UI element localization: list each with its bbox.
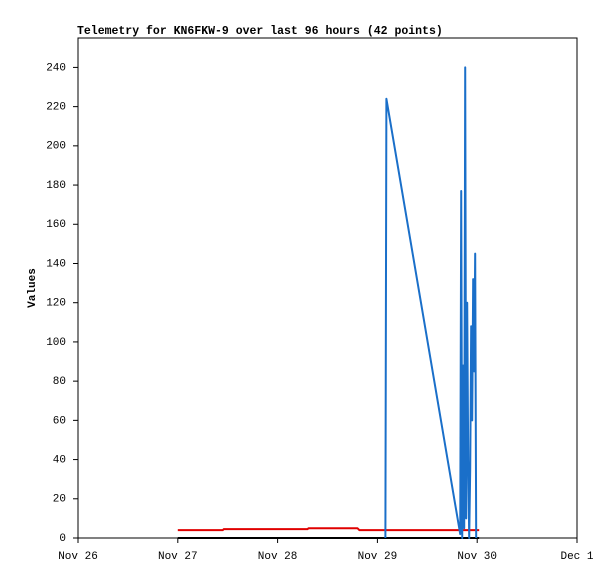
y-tick-label: 140: [46, 258, 66, 270]
y-tick-label: 60: [53, 415, 66, 427]
y-tick-label: 160: [46, 219, 66, 231]
y-tick-label: 220: [46, 102, 66, 114]
plot-frame: [77, 37, 578, 539]
series-line: [384, 66, 478, 539]
x-tick-label: Nov 26: [58, 551, 98, 563]
x-tick-label: Nov 28: [258, 551, 298, 563]
y-tick-label: 100: [46, 337, 66, 349]
y-axis-label: Values: [27, 268, 39, 308]
y-tick-label: 80: [53, 376, 66, 388]
y-tick-label: 180: [46, 180, 66, 192]
y-tick-label: 0: [59, 533, 66, 545]
y-tick-label: 40: [53, 454, 66, 466]
x-tick-label: Nov 29: [358, 551, 398, 563]
chart-title: Telemetry for KN6FKW-9 over last 96 hour…: [77, 25, 443, 38]
x-tick-label: Dec 1: [560, 551, 593, 563]
series-line: [177, 527, 480, 532]
y-tick-label: 200: [46, 141, 66, 153]
y-tick-label: 120: [46, 298, 66, 310]
y-tick-label: 240: [46, 62, 66, 74]
x-tick-label: Nov 27: [158, 551, 198, 563]
x-tick-label: Nov 30: [457, 551, 497, 563]
y-tick-label: 20: [53, 494, 66, 506]
